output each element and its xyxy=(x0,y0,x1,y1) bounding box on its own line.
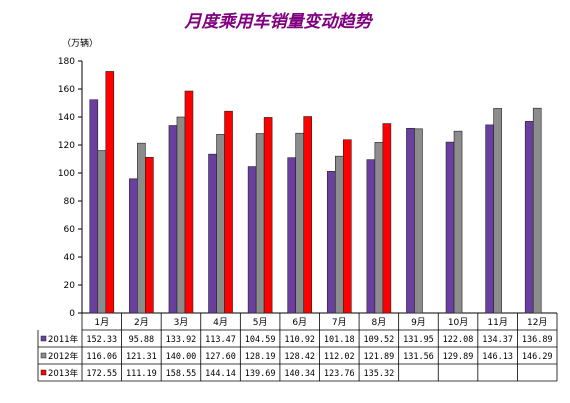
bar-2012年-1月 xyxy=(97,150,107,314)
legend-swatch-2012年 xyxy=(40,352,47,359)
data-label: 110.92 xyxy=(284,335,315,345)
legend-label: 2011年 xyxy=(48,334,79,345)
bars xyxy=(89,71,542,314)
legend-label: 2013年 xyxy=(48,368,79,379)
data-label: 140.00 xyxy=(166,352,197,362)
bar-2012年-3月 xyxy=(176,116,186,314)
bar-2013年-3月 xyxy=(184,90,194,314)
data-label: 152.33 xyxy=(86,335,117,345)
bar-2012年-9月 xyxy=(414,128,423,314)
y-tick-label: 180 xyxy=(58,57,75,67)
legend-label: 2012年 xyxy=(48,351,79,362)
data-label: 113.47 xyxy=(205,335,236,345)
y-tick-label: 0 xyxy=(69,309,75,319)
y-tick-label: 160 xyxy=(58,85,75,95)
bar-2011年-7月 xyxy=(326,171,336,314)
chart-title: 月度乘用车销量变动趋势 xyxy=(184,12,374,32)
bar-2012年-4月 xyxy=(216,134,225,314)
legend-swatch-2013年 xyxy=(40,369,47,376)
data-label: 146.29 xyxy=(522,352,553,362)
data-label: 104.59 xyxy=(245,335,276,345)
data-label: 121.31 xyxy=(126,352,157,362)
data-label: 116.06 xyxy=(86,352,117,362)
data-label: 136.89 xyxy=(522,335,553,345)
y-tick-label: 100 xyxy=(58,169,75,179)
category-label: 10月 xyxy=(448,317,468,328)
data-table: 1月 2月 3月 4月 5月 6月 7月 8月 9月 10月 11月 12月 2011年 152.33 95… xyxy=(37,313,558,382)
bar-2011年-8月 xyxy=(366,159,376,314)
data-label: 139.69 xyxy=(245,369,276,379)
bar-2011年-2月 xyxy=(129,178,138,314)
bar-2012年-6月 xyxy=(295,132,305,314)
bar-2013年-4月 xyxy=(224,110,233,314)
y-tick-label: 80 xyxy=(64,197,76,207)
data-label: 131.56 xyxy=(403,352,434,362)
data-label: 129.89 xyxy=(443,352,474,362)
bar-2011年-4月 xyxy=(208,153,217,314)
bar-2011年-5月 xyxy=(247,166,257,314)
data-label: 128.42 xyxy=(284,352,315,362)
y-tick-label: 140 xyxy=(58,113,75,123)
bar-2011年-9月 xyxy=(406,127,415,314)
bar-2012年-7月 xyxy=(334,155,344,314)
data-label: 158.55 xyxy=(166,369,197,379)
data-label: 146.13 xyxy=(482,352,513,362)
bar-2011年-6月 xyxy=(287,157,297,314)
data-label: 127.60 xyxy=(205,352,236,362)
category-label: 8月 xyxy=(372,317,387,328)
bar-2011年-3月 xyxy=(168,125,178,314)
bar-2012年-10月 xyxy=(453,130,463,314)
data-label: 95.88 xyxy=(129,335,155,345)
y-tick-label: 40 xyxy=(64,253,76,263)
bar-2013年-6月 xyxy=(303,116,313,314)
category-label: 6月 xyxy=(292,317,307,328)
bar-2013年-5月 xyxy=(263,117,273,314)
legend-swatch-2011年 xyxy=(40,335,47,342)
data-label: 133.92 xyxy=(166,335,197,345)
data-label: 123.76 xyxy=(324,369,355,379)
bar-2012年-11月 xyxy=(493,108,502,314)
category-label: 3月 xyxy=(174,317,189,328)
data-label: 131.95 xyxy=(403,335,434,345)
category-label: 5月 xyxy=(253,317,268,328)
bar-2013年-1月 xyxy=(105,71,115,314)
category-label: 1月 xyxy=(94,317,109,328)
data-label: 101.18 xyxy=(324,335,355,345)
data-label: 135.32 xyxy=(364,369,395,379)
category-label: 11月 xyxy=(487,317,507,328)
bar-2013年-7月 xyxy=(342,139,352,314)
category-label: 4月 xyxy=(213,317,228,328)
bar-2012年-5月 xyxy=(255,133,265,314)
bar-2013年-8月 xyxy=(382,123,392,314)
data-label: 121.89 xyxy=(364,352,395,362)
y-tick-label: 60 xyxy=(64,225,76,235)
category-label: 7月 xyxy=(332,317,347,328)
category-label: 12月 xyxy=(527,317,547,328)
data-label: 111.19 xyxy=(126,369,157,379)
data-label: 134.37 xyxy=(482,335,513,345)
category-label: 2月 xyxy=(134,317,149,328)
bar-2011年-12月 xyxy=(524,121,534,314)
bar-2012年-8月 xyxy=(374,142,384,314)
data-label: 128.19 xyxy=(245,352,276,362)
data-label: 112.02 xyxy=(324,352,355,362)
y-tick-label: 120 xyxy=(58,141,75,151)
data-label: 140.34 xyxy=(284,369,315,379)
bar-2011年-11月 xyxy=(485,124,494,314)
bar-2011年-10月 xyxy=(445,141,455,314)
data-label: 109.52 xyxy=(364,335,395,345)
bar-2011年-1月 xyxy=(89,99,99,314)
category-label: 9月 xyxy=(411,317,426,328)
data-label: 172.55 xyxy=(86,369,117,379)
unit-label: （万辆） xyxy=(62,37,98,49)
bar-2013年-2月 xyxy=(145,157,154,314)
data-label: 144.14 xyxy=(205,369,236,379)
bar-2012年-12月 xyxy=(532,107,542,314)
data-label: 122.08 xyxy=(443,335,474,345)
y-tick-label: 20 xyxy=(64,281,76,291)
bar-2012年-2月 xyxy=(137,142,146,314)
